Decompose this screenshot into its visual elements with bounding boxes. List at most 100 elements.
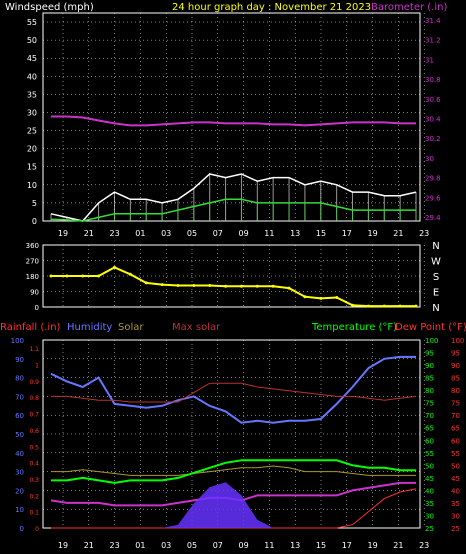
wind-time-tick-label: 09 (239, 229, 249, 238)
barometer-tick-label: 30.4 (425, 115, 441, 123)
humidity-tick-label: 80 (15, 375, 24, 383)
barometer-tick-label: 30.8 (425, 76, 441, 84)
windspeed-tick-label: 20 (27, 145, 37, 154)
bottom-time-tick-label: 15 (316, 541, 326, 550)
wind-time-tick-label: 21 (84, 229, 94, 238)
wind-direction-point (49, 274, 53, 278)
wind-average-line (50, 198, 416, 222)
bottom-panel-grid (43, 339, 425, 529)
temperature-tick-label: 95 (425, 350, 434, 358)
humidity-tick-label: 40 (15, 450, 24, 458)
bottom-time-tick-label: 03 (161, 541, 171, 550)
bottom-time-tick-label: 21 (393, 541, 403, 550)
solar-radiation-area (51, 482, 416, 528)
windspeed-tick-label: 15 (27, 163, 37, 172)
direction-compass-tick-label: N (432, 303, 439, 314)
wind-direction-point (382, 304, 386, 308)
dew-point-axis: 100 95 90 85 80 75 70 65 60 55 50 45 40 35 30 25 (451, 337, 464, 533)
wind-direction-point (255, 284, 259, 288)
wind-direction-point (128, 272, 132, 276)
wind-direction-point (208, 284, 212, 287)
wind-direction-point (398, 304, 402, 308)
wind-panel-frame (42, 12, 421, 222)
dew-point-tick-label: 95 (451, 350, 460, 358)
humidity-tick-label: 20 (15, 487, 24, 495)
windspeed-tick-label: 40 (27, 72, 37, 81)
rainfall-tick-label: 0.6 (29, 428, 39, 435)
humidity-tick-label: 100 (11, 337, 24, 345)
direction-compass-tick-label: W (431, 257, 441, 268)
wind-gust-line (50, 173, 417, 222)
bottom-time-tick-label: 17 (342, 541, 352, 550)
wind-direction-point (351, 303, 354, 307)
temperature-tick-label: 100 (425, 337, 438, 345)
direction-series (49, 265, 418, 308)
wind-time-tick-label: 17 (342, 229, 352, 238)
wind-time-tick-label: 01 (135, 229, 145, 238)
temperature-tick-label: 30 (425, 512, 434, 520)
direction-compass-tick-label: E (433, 288, 439, 299)
windspeed-tick-label: 0 (32, 217, 37, 226)
wind-direction-point (319, 296, 323, 300)
temperature-tick-label: 90 (425, 362, 434, 370)
wind-panel-series (50, 115, 417, 222)
wind-direction-point (303, 295, 307, 299)
graph-title: 24 hour graph day : November 21 2023 (172, 2, 371, 13)
rainfall-tick-label: 0.9 (29, 379, 39, 386)
barometer-tick-label: 30.2 (425, 135, 441, 143)
windspeed-tick-label: 35 (27, 90, 37, 99)
wind-panel-time-axis: 19 21 23 01 03 05 07 09 11 13 15 17 19 21 23 (58, 229, 429, 238)
wind-time-tick-label: 19 (58, 229, 68, 238)
temperature-tick-label: 70 (425, 412, 434, 420)
rainfall-tick-label: 0.4 (29, 461, 39, 468)
barometer-label: Barometer (.in) (371, 2, 447, 13)
rainfall-tick-label: 0.5 (29, 444, 39, 451)
temperature-tick-label: 85 (425, 375, 434, 383)
temperature-tick-label: 55 (425, 450, 434, 458)
direction-compass-tick-label: N (432, 241, 439, 252)
humidity-tick-label: 60 (15, 412, 24, 420)
windspeed-tick-label: 30 (27, 108, 37, 117)
rainfall-tick-label: 0 (35, 526, 39, 533)
bottom-panel-time-axis: 19 21 23 01 03 05 07 09 11 13 15 17 19 21 23 (58, 541, 429, 550)
direction-degree-tick-label: 0 (35, 304, 39, 312)
solar-label: Solar (118, 322, 144, 333)
barometer-tick-label: 30.6 (425, 96, 441, 104)
wind-direction-point (192, 284, 196, 287)
wind-direction-point (81, 274, 85, 278)
humidity-tick-label: 10 (15, 506, 24, 514)
rainfall-tick-label: 0.7 (29, 412, 39, 419)
windspeed-tick-label: 45 (27, 54, 37, 63)
temperature-label: Temperature (°F) (311, 322, 397, 333)
bottom-time-tick-label: 09 (239, 541, 249, 550)
wind-direction-point (287, 286, 291, 290)
temperature-tick-label: 35 (425, 500, 434, 508)
barometer-tick-label: 29.6 (425, 194, 441, 202)
bottom-panel-series (50, 355, 417, 529)
rainfall-tick-label: 0.3 (29, 477, 39, 484)
bottom-time-tick-label: 07 (213, 541, 223, 550)
wind-time-tick-label: 15 (316, 229, 326, 238)
wind-direction-point (239, 284, 243, 288)
wind-time-tick-label: 19 (368, 229, 378, 238)
rainfall-tick-label: 1.1 (29, 346, 39, 353)
humidity-tick-label: 90 (15, 356, 24, 364)
rainfall-tick-label: 0.1 (29, 510, 39, 517)
wind-time-tick-label: 13 (290, 229, 300, 238)
barometer-tick-label: 31 (425, 56, 434, 64)
temperature-tick-label: 80 (425, 387, 434, 395)
max-solar-label: Max solar (172, 322, 221, 333)
wind-direction-line (51, 266, 416, 308)
windspeed-tick-label: 5 (32, 199, 37, 208)
wind-direction-point (160, 283, 164, 287)
humidity-line (50, 355, 416, 424)
rainfall-label: Rainfall (.in) (0, 322, 61, 333)
dew-point-tick-label: 35 (451, 500, 460, 508)
wind-direction-point (176, 284, 180, 287)
bottom-time-tick-label: 13 (290, 541, 300, 550)
barometer-tick-label: 31.2 (425, 37, 441, 45)
humidity-tick-label: 30 (15, 469, 24, 477)
